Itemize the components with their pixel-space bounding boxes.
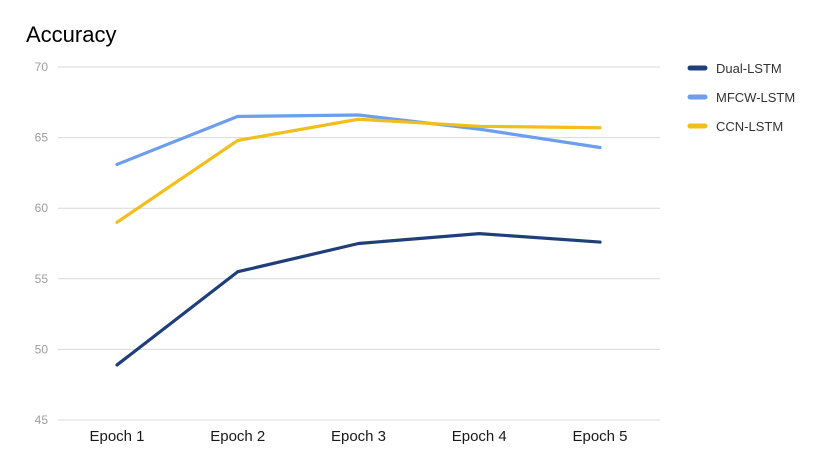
legend: Dual-LSTM MFCW-LSTM CCN-LSTM: [687, 61, 795, 134]
legend-label: CCN-LSTM: [716, 119, 783, 134]
x-axis-ticks: Epoch 1 Epoch 2 Epoch 3 Epoch 4 Epoch 5: [89, 428, 627, 445]
x-tick-label: Epoch 2: [210, 428, 265, 445]
series-line-dual-lstm: [115, 232, 602, 367]
y-tick-label: 50: [35, 342, 49, 356]
y-tick-label: 45: [35, 413, 49, 427]
x-tick-label: Epoch 5: [572, 428, 627, 445]
series-line-ccn-lstm: [115, 117, 602, 224]
x-tick-label: Epoch 1: [89, 428, 144, 445]
y-tick-label: 65: [35, 131, 49, 145]
x-tick-label: Epoch 4: [452, 428, 507, 445]
x-tick-label: Epoch 3: [331, 428, 386, 445]
gridlines: [58, 66, 660, 421]
chart-title: Accuracy: [26, 22, 116, 47]
legend-label: MFCW-LSTM: [716, 90, 795, 105]
y-tick-label: 60: [35, 201, 49, 215]
y-axis-ticks: 45 50 55 60 65 70: [35, 60, 49, 427]
series-lines: [115, 113, 602, 367]
series-line-mfcw-lstm: [115, 113, 602, 167]
y-tick-label: 55: [35, 272, 49, 286]
y-tick-label: 70: [35, 60, 49, 74]
legend-label: Dual-LSTM: [716, 61, 782, 76]
